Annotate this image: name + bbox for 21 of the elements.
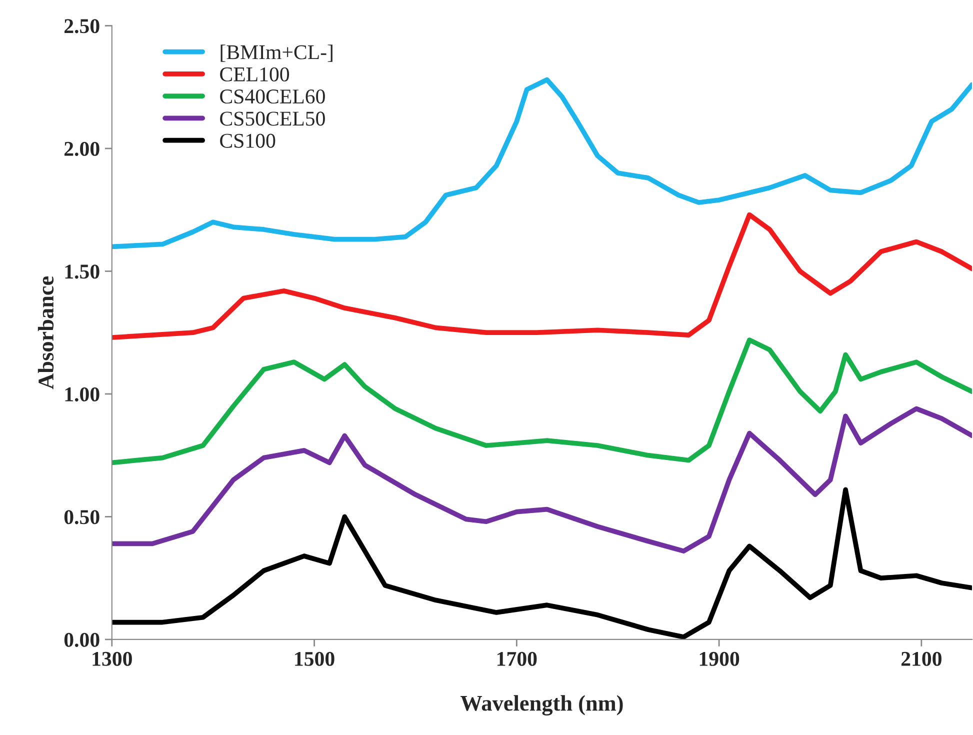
y-tick-label: 2.50 <box>64 19 100 34</box>
y-tick-label: 0.50 <box>64 510 100 524</box>
x-axis-title: Wavelength (nm) <box>460 695 623 716</box>
x-tick-label: 2100 <box>901 652 942 666</box>
y-tick-label: 0.00 <box>64 632 100 647</box>
legend-label: CEL100 <box>220 67 290 82</box>
legend-label: CS100 <box>220 134 276 148</box>
x-tick-label: 1300 <box>92 652 132 666</box>
legend-label: CS40CEL60 <box>220 89 325 104</box>
x-tick-label: 1700 <box>498 652 537 666</box>
x-tick-label: 1500 <box>295 652 334 666</box>
line-series <box>112 212 972 340</box>
legend-label: CS50CEL50 <box>220 112 325 126</box>
y-axis-title: Absorbance <box>38 276 54 390</box>
y-tick-label: 2.00 <box>64 142 100 156</box>
y-tick-label: 1.00 <box>65 387 100 402</box>
line-series <box>112 406 972 554</box>
line-series <box>112 338 972 466</box>
legend-label: [BMIm+CL-] <box>220 44 332 62</box>
x-tick-label: 1900 <box>700 652 740 666</box>
y-tick-label: 1.50 <box>65 264 100 279</box>
